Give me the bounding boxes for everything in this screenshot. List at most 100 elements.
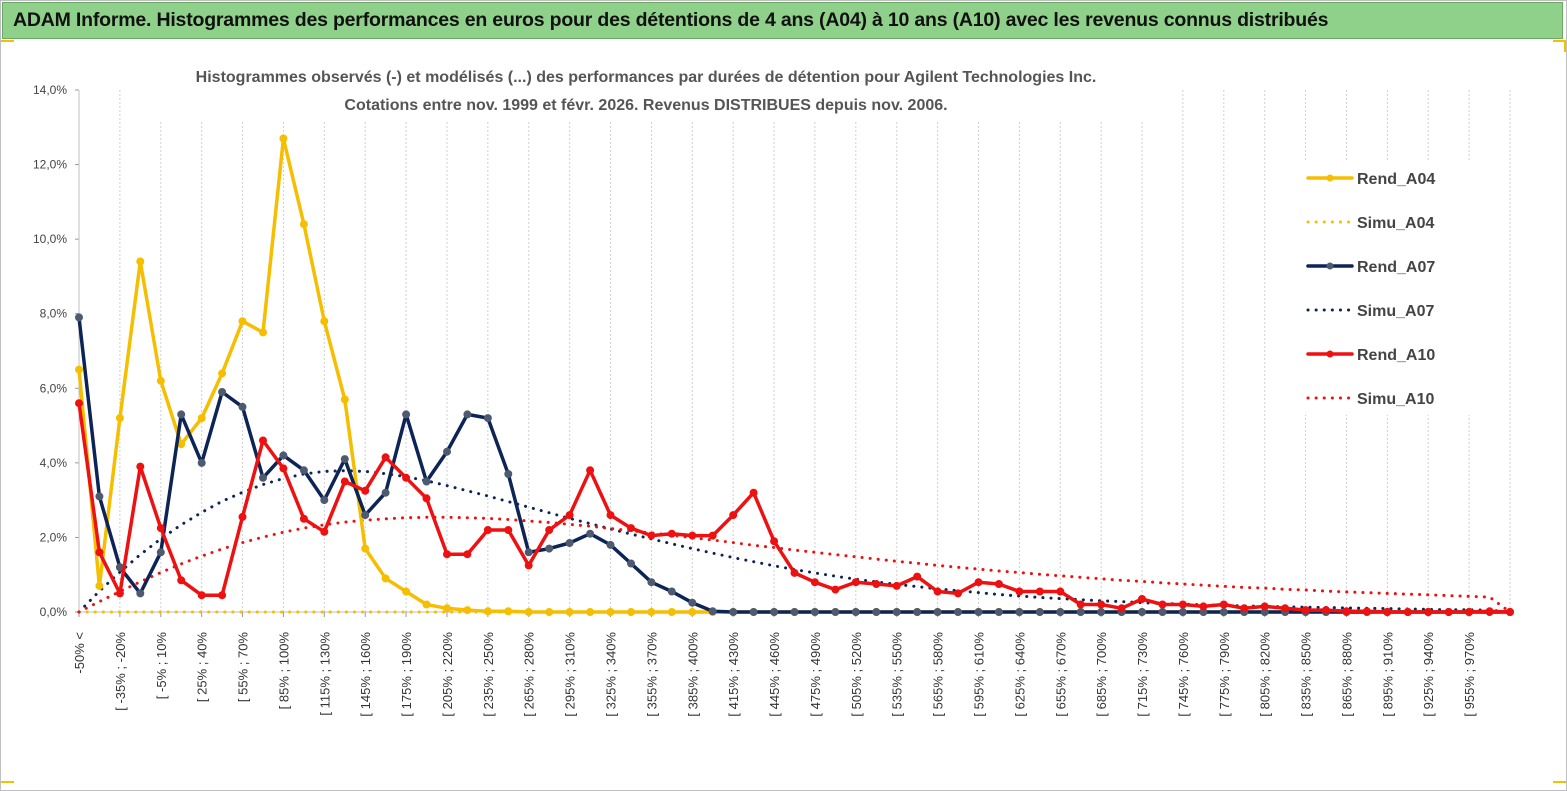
chart-title-line-1: Histogrammes observés (-) et modélisés (… <box>196 69 1097 86</box>
data-point <box>851 608 860 616</box>
data-point <box>627 608 635 616</box>
data-point <box>504 526 513 534</box>
data-point <box>95 492 104 501</box>
data-point <box>1219 600 1228 609</box>
data-point <box>545 526 554 534</box>
data-point <box>606 608 615 616</box>
data-point <box>565 608 574 616</box>
x-tick-label: [ 745% ; 760% <box>1176 632 1191 717</box>
data-point <box>994 608 1003 616</box>
data-point <box>422 494 431 503</box>
data-point <box>1015 587 1024 596</box>
data-point <box>1219 608 1228 616</box>
data-point <box>381 453 390 462</box>
y-tick-label: 6,0% <box>40 381 68 395</box>
data-point <box>954 608 962 616</box>
frame-corner-bottom-right <box>1553 781 1567 783</box>
data-point <box>1281 604 1290 613</box>
data-point <box>1035 608 1044 616</box>
x-tick-label: [ 955% ; 970% <box>1462 632 1477 717</box>
data-point <box>218 591 227 600</box>
data-point <box>770 608 779 616</box>
legend-entry: Rend_A04 <box>1306 171 1435 188</box>
legend-label: Simu_A04 <box>1357 215 1434 232</box>
axes: 0,0% 2,0% 4,0% 6,0% 8,0% 10,0% 12,0% 14,0% -50% … <box>33 83 1510 717</box>
legend-entry: Simu_A10 <box>1306 391 1434 408</box>
data-point <box>606 540 615 549</box>
series-line <box>77 315 1512 614</box>
data-point <box>1301 606 1310 615</box>
data-point <box>1362 607 1371 616</box>
x-tick-label: -50% < <box>72 632 87 674</box>
data-point <box>340 477 349 486</box>
data-point <box>259 436 267 445</box>
data-point <box>115 589 124 598</box>
x-tick-label: [ 895% ; 910% <box>1380 632 1395 717</box>
x-tick-label: [ 25% ; 40% <box>195 632 210 703</box>
x-tick-label: [ 385% ; 400% <box>685 632 700 717</box>
x-tick-label: [ 295% ; 310% <box>563 632 578 717</box>
chart-title-background <box>150 58 1145 120</box>
y-tick-label: 0,0% <box>40 605 68 619</box>
chart-title-line-2: Cotations entre nov. 1999 et févr. 2026.… <box>344 97 947 114</box>
data-point <box>443 604 451 613</box>
data-point <box>320 527 329 536</box>
frame-corner-bottom-left <box>0 781 14 783</box>
data-point <box>259 328 267 337</box>
frame-corner-top-left <box>0 40 14 42</box>
data-point <box>1465 608 1474 616</box>
x-tick-label: [ 235% ; 250% <box>481 632 496 717</box>
data-point <box>422 477 431 486</box>
data-point <box>545 544 554 553</box>
data-point <box>197 414 206 423</box>
data-point <box>197 591 206 600</box>
data-point <box>688 608 697 616</box>
frame-corner-right-mid <box>1564 40 1567 52</box>
data-point <box>279 451 288 460</box>
x-tick-label: [ 625% ; 640% <box>1012 632 1027 717</box>
x-tick-label: [ 325% ; 340% <box>604 632 619 717</box>
legend-marker <box>1326 350 1334 358</box>
data-point <box>831 585 840 594</box>
data-point <box>361 544 370 553</box>
x-tick-label: [ 595% ; 610% <box>971 632 986 717</box>
data-point <box>586 608 595 616</box>
report-title: ADAM Informe. Histogrammes des performan… <box>13 9 1329 31</box>
data-point <box>422 600 431 609</box>
data-point <box>402 587 411 596</box>
series-simu-a10 <box>77 515 1512 614</box>
data-point <box>872 608 881 616</box>
data-point <box>340 455 349 464</box>
data-point <box>238 402 247 411</box>
data-point <box>1178 608 1187 616</box>
data-point <box>1485 607 1494 616</box>
x-tick-label: [ 205% ; 220% <box>440 632 455 717</box>
data-point <box>1506 608 1514 616</box>
data-point <box>647 531 656 540</box>
data-point <box>872 580 881 588</box>
data-point <box>994 580 1003 588</box>
frame-corner-top-right <box>1553 40 1567 42</box>
data-point <box>565 539 574 547</box>
data-point <box>749 488 758 497</box>
data-point <box>1158 600 1167 609</box>
data-point <box>75 399 83 408</box>
x-tick-label: [ 565% ; 580% <box>931 632 946 717</box>
data-point <box>1342 607 1351 616</box>
data-point <box>443 550 451 559</box>
data-point <box>238 317 247 326</box>
data-point <box>361 486 370 495</box>
data-point <box>1097 608 1106 616</box>
data-point <box>545 608 554 616</box>
y-tick-label: 10,0% <box>33 232 67 246</box>
data-point <box>299 514 308 523</box>
data-point <box>1056 608 1065 616</box>
data-point <box>627 559 635 568</box>
data-point <box>320 496 329 505</box>
data-point <box>729 608 738 616</box>
data-point <box>606 511 615 520</box>
data-point <box>974 608 983 616</box>
data-point <box>667 587 676 596</box>
data-point <box>1158 608 1167 616</box>
x-tick-label: [ 835% ; 850% <box>1299 632 1314 717</box>
